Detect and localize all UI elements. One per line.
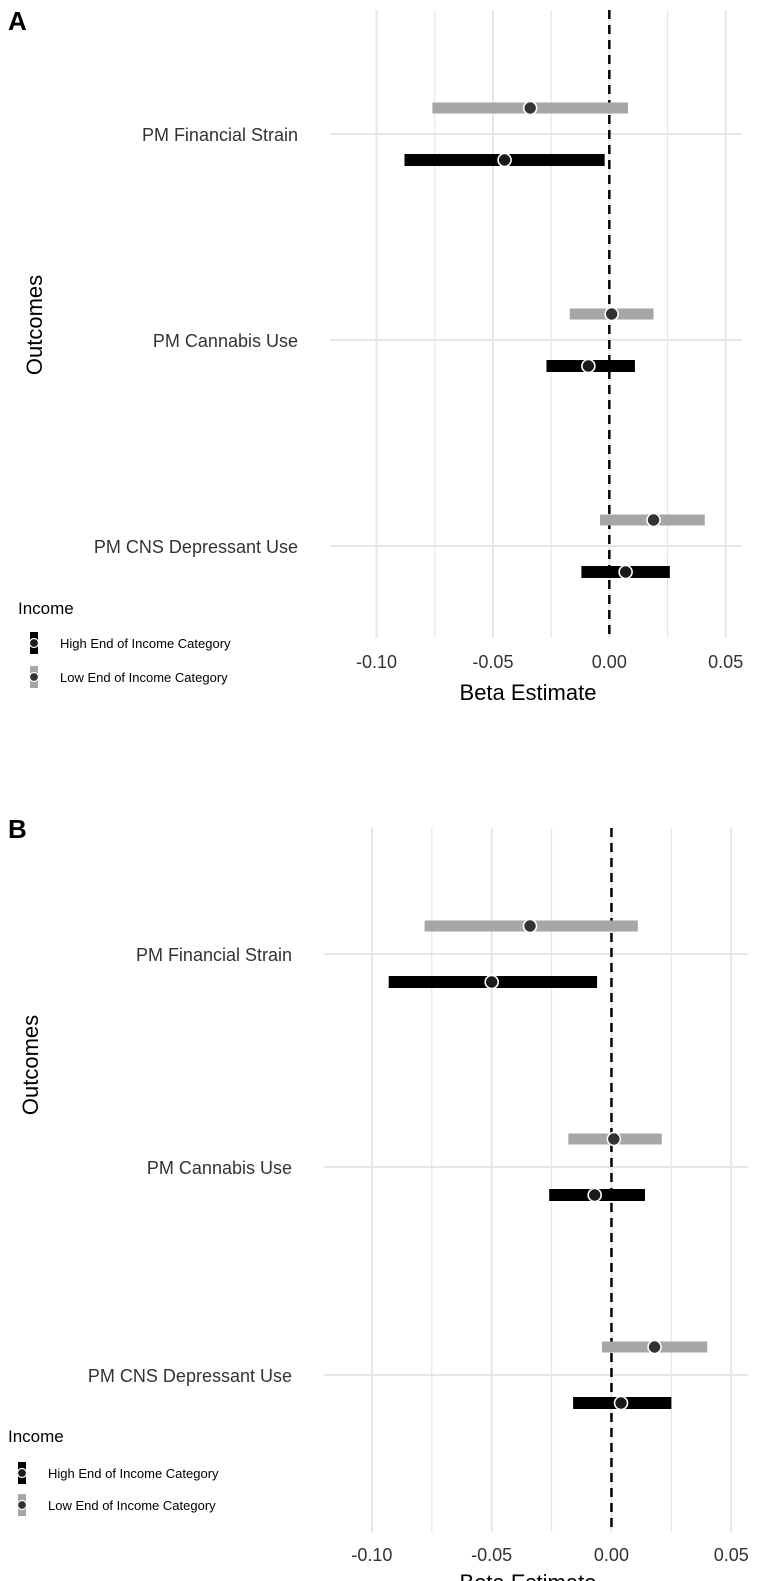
low-income-point (606, 1131, 622, 1147)
high-income-point (618, 564, 633, 580)
y-axis-title: Outcomes (22, 275, 47, 375)
panel-a: A PM Financial Strain PM Cannabis Use PM CN… (8, 6, 743, 705)
high-income-point (484, 974, 499, 990)
x-axis-title: Beta Estimate (460, 1570, 597, 1581)
low-income-point (646, 512, 661, 528)
high-income-point (587, 1187, 602, 1203)
low-income-point (522, 918, 538, 934)
high-income-point (581, 358, 596, 374)
category-label: PM CNS Depressant Use (94, 537, 298, 557)
x-tick-label: 0.05 (708, 652, 743, 672)
x-axis-title: Beta Estimate (460, 680, 597, 705)
panel-label: B (8, 814, 27, 844)
category-label: PM Cannabis Use (153, 331, 298, 351)
legend-key-point (16, 1467, 28, 1479)
x-tick-label: -0.05 (471, 1545, 512, 1565)
high-income-point (497, 152, 512, 168)
x-tick-label: 0.05 (714, 1545, 749, 1565)
panel-b: B PM Financial Strain PM Cannabis Use PM CN… (8, 814, 749, 1581)
y-axis-title: Outcomes (18, 1015, 43, 1115)
legend-key-point (16, 1499, 28, 1511)
low-income-point (604, 306, 619, 322)
x-tick-label: -0.10 (351, 1545, 392, 1565)
legend-entry-label: High End of Income Category (48, 1466, 219, 1481)
category-label: PM Financial Strain (142, 125, 298, 145)
legend-key-point (28, 637, 40, 649)
category-label: PM Financial Strain (136, 945, 292, 965)
legend-title: Income (18, 599, 74, 618)
legend-entry-label: High End of Income Category (60, 636, 231, 651)
category-label: PM CNS Depressant Use (88, 1366, 292, 1386)
x-tick-label: 0.00 (592, 652, 627, 672)
x-tick-label: -0.05 (472, 652, 513, 672)
category-label: PM Cannabis Use (147, 1158, 292, 1178)
x-tick-label: -0.10 (356, 652, 397, 672)
panel-label: A (8, 6, 27, 36)
legend-key-point (28, 671, 40, 683)
low-income-point (647, 1339, 662, 1355)
x-tick-label: 0.00 (594, 1545, 629, 1565)
low-income-point (522, 100, 538, 116)
high-income-point (613, 1395, 629, 1411)
legend-entry-label: Low End of Income Category (60, 670, 228, 685)
legend-title: Income (8, 1427, 64, 1446)
legend-entry-label: Low End of Income Category (48, 1498, 216, 1513)
